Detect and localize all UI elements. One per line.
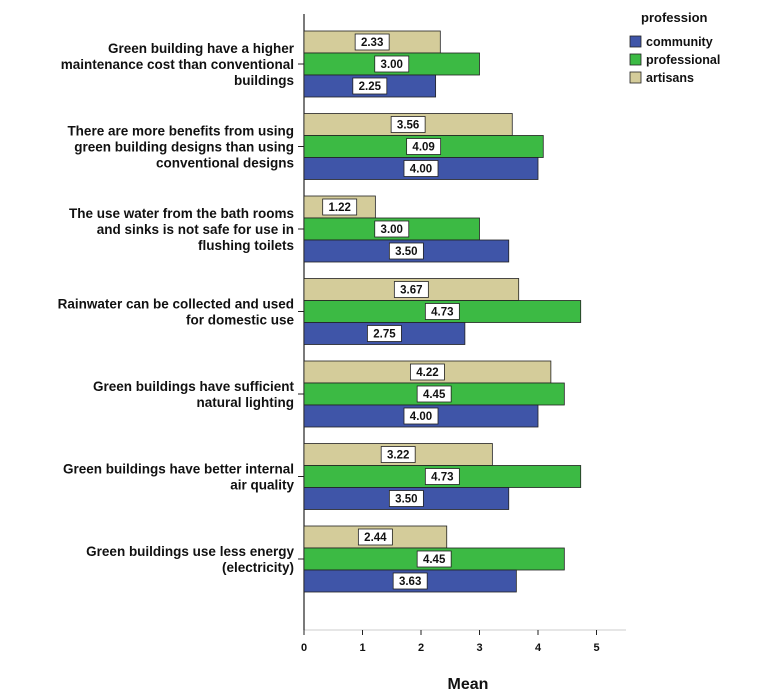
value-label-box — [410, 363, 445, 381]
category-label-line: The use water from the bath rooms — [69, 206, 294, 221]
category-label-line: Green building have a higher — [108, 41, 295, 56]
category-label-line: Green buildings have better internal — [63, 462, 294, 477]
value-label-box — [380, 446, 416, 463]
category-label-line: air quality — [230, 478, 294, 493]
category-label: Rainwater can be collected and used for d… — [58, 297, 295, 328]
value-label: 3.50 — [395, 494, 417, 506]
value-label-box — [392, 572, 428, 590]
value-label: 3.56 — [397, 120, 419, 132]
value-label: 4.73 — [431, 472, 453, 484]
value-label-box — [416, 550, 452, 568]
value-labels: 2.33 3.00 2.25 3.56 4.09 4.00 1.22 3.00 3.50 3.67… — [322, 33, 460, 590]
x-axis-ticks: 0 1 2 3 4 5 — [301, 630, 600, 654]
category-label: Green buildings have better internal air … — [63, 462, 295, 493]
value-label: 4.45 — [423, 389, 446, 401]
category-label-line: for domestic use — [186, 313, 295, 328]
legend-swatch-artisans — [629, 71, 642, 84]
value-label: 3.50 — [395, 246, 417, 258]
category-label-line: Rainwater can be collected and used — [58, 297, 294, 312]
value-label-box — [403, 407, 439, 425]
value-label-box — [393, 281, 429, 298]
value-label-box — [357, 528, 393, 546]
category-labels: Green building have a higher maintenance … — [58, 41, 304, 575]
value-label: 2.25 — [359, 81, 382, 93]
value-label: 4.22 — [416, 367, 438, 379]
value-label-box — [424, 468, 460, 485]
value-label-box — [354, 33, 390, 51]
value-label: 2.44 — [364, 532, 387, 544]
value-label: 4.45 — [423, 554, 446, 566]
category-label-line: conventional designs — [156, 156, 294, 171]
legend: profession community professional artisans — [629, 10, 720, 85]
category-label: The use water from the bath rooms and sin… — [69, 206, 294, 253]
legend-title: profession — [641, 10, 708, 25]
value-label: 4.00 — [410, 164, 432, 176]
x-tick-label: 1 — [359, 642, 365, 654]
category-label-line: buildings — [234, 73, 294, 88]
value-label-box — [367, 325, 402, 342]
category-label-line: maintenance cost than conventional — [61, 57, 294, 72]
value-label-box — [403, 160, 439, 177]
value-label: 4.09 — [412, 142, 434, 154]
value-label-box — [352, 77, 388, 95]
category-label-line: natural lighting — [197, 395, 295, 410]
x-tick-label: 2 — [418, 642, 424, 654]
value-label-box — [390, 116, 426, 133]
value-label-box — [322, 198, 358, 216]
value-label: 2.75 — [373, 329, 396, 341]
category-label-line: Green buildings use less energy — [86, 544, 294, 559]
category-label-line: There are more benefits from using — [67, 124, 294, 139]
value-label: 1.22 — [328, 202, 350, 214]
category-label: Green buildings use less energy (electric… — [86, 544, 294, 575]
value-label-box — [406, 138, 442, 155]
category-label-line: (electricity) — [222, 560, 294, 575]
value-label-box — [416, 385, 452, 403]
value-label: 4.73 — [431, 307, 453, 319]
category-label: Green building have a higher maintenance … — [61, 41, 295, 88]
value-label: 3.63 — [399, 576, 421, 588]
x-tick-label: 4 — [535, 642, 542, 654]
value-label: 3.67 — [400, 285, 422, 297]
x-tick-label: 3 — [476, 642, 482, 654]
category-label: Green buildings have sufficient natural l… — [93, 379, 295, 410]
x-tick-label: 0 — [301, 642, 307, 654]
category-label-line: Green buildings have sufficient — [93, 379, 295, 394]
value-label: 3.00 — [381, 59, 403, 71]
value-label-box — [388, 490, 424, 507]
value-label-box — [374, 220, 410, 238]
legend-swatch-professional — [629, 53, 642, 66]
category-label-line: flushing toilets — [198, 238, 294, 253]
category-label: There are more benefits from using green … — [67, 124, 294, 171]
legend-swatch-community — [629, 35, 642, 48]
value-label: 3.00 — [381, 224, 403, 236]
value-label: 2.33 — [361, 37, 383, 49]
category-label-line: green building designs than using — [74, 140, 294, 155]
value-label-box — [424, 303, 460, 320]
value-label-box — [374, 55, 410, 73]
category-label-line: and sinks is not safe for use in — [97, 222, 294, 237]
value-label: 4.00 — [410, 411, 432, 423]
legend-label-professional: professional — [646, 53, 720, 67]
x-axis-title: Mean — [448, 676, 489, 693]
legend-label-artisans: artisans — [646, 71, 694, 85]
x-tick-label: 5 — [593, 642, 599, 654]
value-label-box — [388, 242, 424, 260]
legend-label-community: community — [646, 35, 713, 49]
value-label: 3.22 — [387, 450, 409, 462]
